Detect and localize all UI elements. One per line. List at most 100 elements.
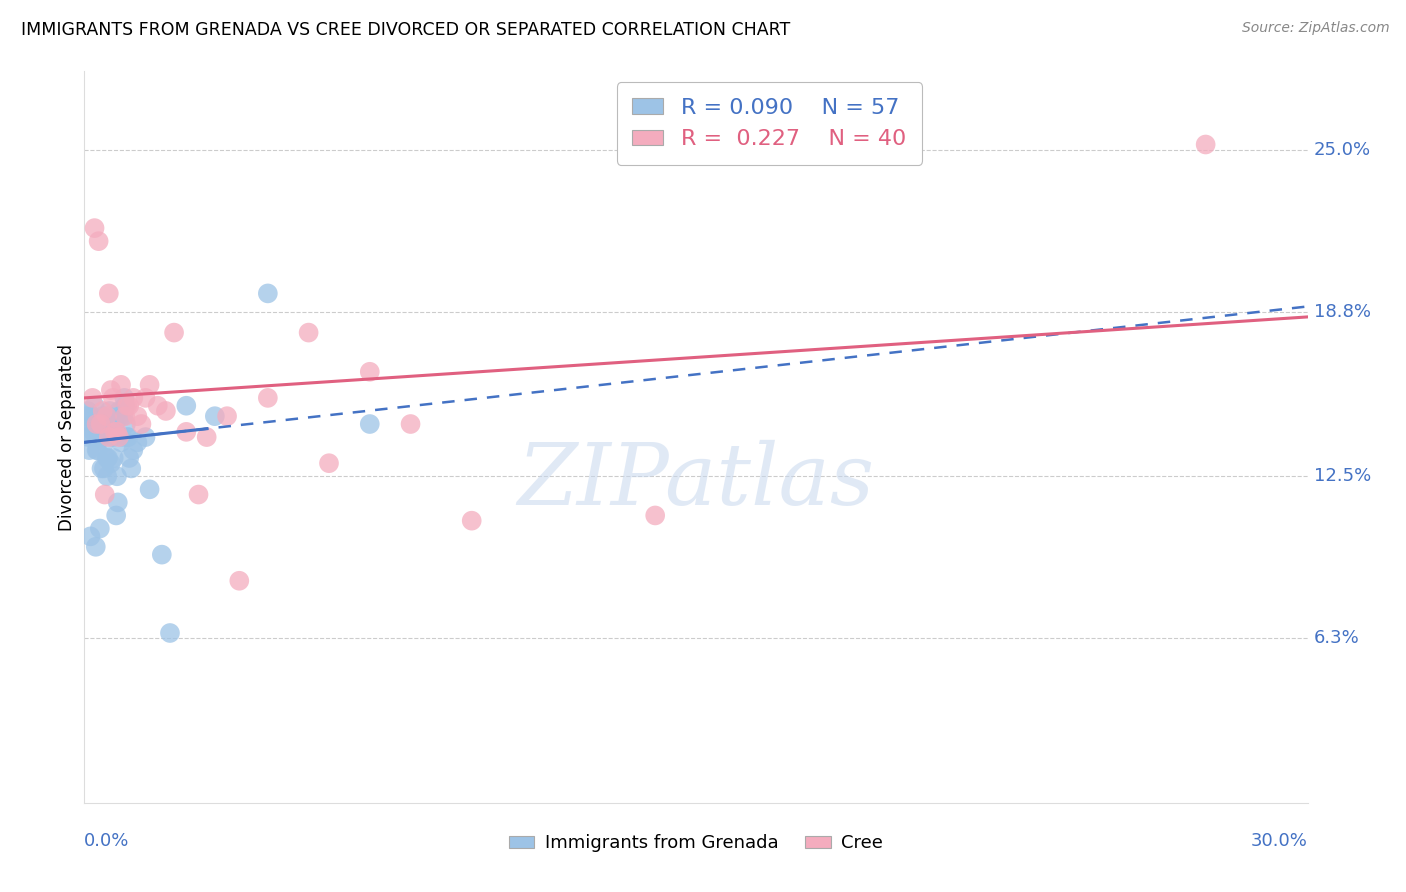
Point [75, 409, 97, 424]
Text: 12.5%: 12.5% [1313, 467, 1371, 485]
Point [97, 417, 120, 431]
Point [110, 435, 132, 450]
Point [105, 425, 128, 439]
Point [298, 326, 321, 340]
Point [86, 443, 108, 458]
Point [76, 425, 98, 439]
Point [111, 430, 134, 444]
Point [174, 425, 197, 439]
Point [146, 399, 169, 413]
Point [86, 443, 108, 458]
Point [1195, 137, 1218, 152]
Text: ZIPatlas: ZIPatlas [517, 440, 875, 523]
Point [115, 399, 138, 413]
Point [359, 417, 381, 431]
Point [100, 456, 122, 470]
Point [87, 234, 110, 248]
Point [114, 409, 136, 424]
Point [318, 456, 340, 470]
Point [159, 626, 181, 640]
Point [644, 508, 666, 523]
Point [138, 377, 160, 392]
Point [79, 529, 101, 543]
Point [131, 417, 153, 431]
Point [91, 430, 114, 444]
Point [174, 399, 197, 413]
Point [77, 430, 100, 444]
Point [105, 469, 128, 483]
Point [122, 443, 145, 458]
Text: 30.0%: 30.0% [1251, 832, 1308, 850]
Point [115, 417, 138, 431]
Point [90, 461, 112, 475]
Point [461, 514, 484, 528]
Point [155, 404, 177, 418]
Text: 18.8%: 18.8% [1313, 302, 1371, 321]
Point [100, 383, 122, 397]
Point [83, 221, 105, 235]
Point [82, 425, 104, 439]
Point [114, 399, 136, 413]
Point [96, 409, 118, 424]
Point [90, 425, 112, 439]
Point [108, 404, 131, 418]
Point [120, 461, 142, 475]
Point [399, 417, 422, 431]
Point [138, 483, 160, 497]
Point [101, 417, 124, 431]
Point [118, 399, 141, 413]
Point [163, 326, 186, 340]
Point [257, 391, 280, 405]
Text: IMMIGRANTS FROM GRENADA VS CREE DIVORCED OR SEPARATED CORRELATION CHART: IMMIGRANTS FROM GRENADA VS CREE DIVORCED… [21, 21, 790, 38]
Point [93, 461, 115, 475]
Point [82, 391, 104, 405]
Point [96, 450, 118, 465]
Point [101, 430, 124, 444]
Point [122, 391, 145, 405]
Point [91, 404, 114, 418]
Point [117, 430, 139, 444]
Point [97, 286, 120, 301]
Point [104, 417, 127, 431]
Point [87, 430, 110, 444]
Point [127, 409, 149, 424]
Point [80, 409, 103, 424]
Point [91, 409, 114, 424]
Point [228, 574, 250, 588]
Point [84, 540, 107, 554]
Point [98, 404, 121, 418]
Point [90, 417, 112, 431]
Point [135, 391, 157, 405]
Y-axis label: Divorced or Separated: Divorced or Separated [58, 343, 76, 531]
Point [359, 365, 381, 379]
Point [76, 404, 98, 418]
Text: 25.0%: 25.0% [1313, 141, 1371, 159]
Point [187, 487, 209, 501]
Point [195, 430, 218, 444]
Point [105, 508, 128, 523]
Point [83, 399, 105, 413]
Point [96, 469, 118, 483]
Point [257, 286, 280, 301]
Point [97, 430, 120, 444]
Point [94, 417, 117, 431]
Point [103, 450, 125, 465]
Point [135, 430, 157, 444]
Legend: Immigrants from Grenada, Cree: Immigrants from Grenada, Cree [502, 827, 890, 860]
Point [101, 391, 124, 405]
Point [107, 495, 129, 509]
Point [104, 425, 127, 439]
Text: 0.0%: 0.0% [84, 832, 129, 850]
Point [112, 391, 135, 405]
Point [118, 450, 141, 465]
Point [204, 409, 226, 424]
Point [150, 548, 173, 562]
Point [89, 521, 111, 535]
Text: 6.3%: 6.3% [1313, 629, 1360, 648]
Point [97, 450, 120, 465]
Point [110, 377, 132, 392]
Point [86, 417, 108, 431]
Point [127, 435, 149, 450]
Point [217, 409, 239, 424]
Point [112, 409, 135, 424]
